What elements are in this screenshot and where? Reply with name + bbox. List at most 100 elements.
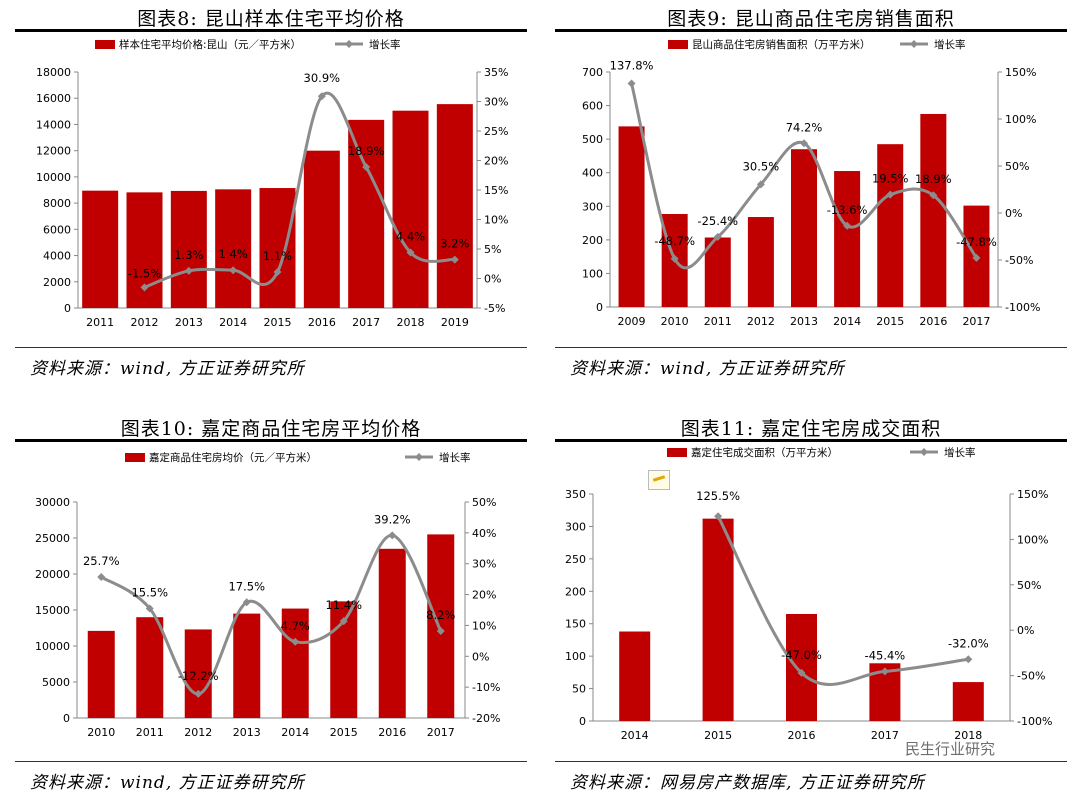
x-tick-label: 2013 [175, 316, 203, 329]
y-tick-label: 10000 [36, 171, 71, 184]
growth-marker [388, 531, 397, 540]
bar [215, 189, 252, 308]
x-tick-label: 2011 [86, 316, 114, 329]
data-label: 1.1% [263, 249, 292, 263]
y2-tick-label: 40% [472, 527, 496, 540]
y-tick-label: 25000 [35, 532, 70, 545]
growth-marker [450, 255, 459, 264]
x-tick-label: 2017 [427, 726, 455, 739]
growth-marker [406, 248, 415, 257]
y-tick-label: 2000 [43, 276, 71, 289]
growth-marker [843, 221, 852, 230]
data-label: 1.3% [174, 248, 203, 262]
y2-tick-label: 0% [1017, 624, 1034, 637]
legend-label: 增长率 [944, 446, 976, 459]
y2-tick-label: 5% [484, 243, 501, 256]
x-tick-label: 2018 [954, 729, 982, 742]
x-tick-label: 2016 [378, 726, 406, 739]
source-rule [15, 761, 527, 762]
legend-label: 增长率 [439, 451, 471, 464]
x-tick-label: 2013 [233, 726, 261, 739]
y-tick-label: 100 [582, 267, 603, 280]
data-label: -13.6% [827, 203, 868, 217]
y2-tick-label: -100% [1017, 715, 1052, 728]
data-label: -1.5% [128, 266, 161, 280]
source-rule [15, 347, 527, 348]
growth-marker [140, 283, 149, 292]
chart-title: 图表11: 嘉定住宅房成交面积 [680, 418, 942, 440]
bar [233, 613, 261, 718]
y-tick-label: 600 [582, 100, 603, 113]
x-tick-label: 2017 [352, 316, 380, 329]
data-label: -32.0% [948, 636, 989, 650]
legend-label: 嘉定住宅成交面积（万平方米） [691, 446, 838, 459]
growth-marker [184, 266, 193, 275]
legend-marker [345, 40, 353, 48]
bar [303, 150, 340, 308]
y2-tick-label: 35% [484, 66, 508, 79]
bar [920, 113, 947, 307]
y2-tick-label: -50% [1005, 254, 1033, 267]
legend-label: 增长率 [369, 38, 401, 51]
data-label: -45.4% [865, 648, 906, 662]
y2-tick-label: 30% [472, 558, 496, 571]
growth-marker [670, 254, 679, 263]
y2-tick-label: -100% [1005, 301, 1040, 314]
data-label: 30.5% [743, 159, 780, 173]
chart-title: 图表8: 昆山样本住宅平均价格 [137, 8, 405, 30]
bar [786, 613, 817, 721]
x-tick-label: 2015 [330, 726, 358, 739]
x-tick-label: 2018 [397, 316, 425, 329]
bar [170, 190, 207, 308]
y2-tick-label: 10% [472, 619, 496, 632]
data-label: 4.7% [281, 619, 310, 633]
x-tick-label: 2013 [790, 315, 818, 328]
bar [184, 629, 212, 718]
y-tick-label: 0 [64, 302, 71, 315]
y2-tick-label: 15% [484, 184, 508, 197]
x-tick-label: 2014 [621, 729, 649, 742]
legend-label: 昆山商品住宅房销售面积（万平方米） [692, 38, 871, 51]
clipboard-icon [648, 470, 670, 490]
chart-kunshan-price: 样本住宅平均价格:昆山（元／平方米） 增长率 0 2000 4000 6000 8000 10… [36, 38, 508, 329]
y2-tick-label: 100% [1005, 113, 1036, 126]
y-tick-label: 50 [572, 683, 586, 696]
source-rule [555, 761, 1067, 762]
data-label: 39.2% [374, 512, 411, 526]
legend-marker [415, 453, 423, 461]
source-note: 资料来源：wind, 方正证券研究所 [570, 359, 845, 379]
x-tick-label: 2016 [919, 315, 947, 328]
data-label: 15.5% [131, 585, 168, 599]
data-label: 137.8% [610, 58, 654, 72]
title-rule [15, 439, 527, 442]
bar [82, 190, 119, 308]
growth-marker [273, 268, 282, 277]
bar [436, 104, 473, 308]
y2-tick-label: 0% [1005, 207, 1022, 220]
source-rule [555, 347, 1067, 348]
bar [877, 144, 904, 307]
y2-tick-label: 150% [1017, 488, 1048, 501]
bar [791, 149, 817, 307]
y-tick-label: 200 [565, 585, 586, 598]
growth-marker [194, 689, 203, 698]
growth-marker [145, 604, 154, 613]
growth-line [143, 91, 456, 289]
legend-swatch-bar [668, 40, 688, 49]
y-tick-label: 150 [565, 618, 586, 631]
y-tick-label: 5000 [42, 676, 70, 689]
y-tick-label: 16000 [36, 92, 71, 105]
data-label: 17.5% [228, 579, 265, 593]
growth-marker [291, 637, 300, 646]
bar [87, 630, 115, 718]
bar [747, 217, 774, 307]
y-tick-label: 10000 [35, 640, 70, 653]
data-label: 4.4% [396, 230, 425, 244]
growth-marker [362, 162, 371, 171]
legend-swatch-bar [667, 448, 687, 457]
x-tick-label: 2009 [618, 315, 646, 328]
bar [378, 548, 406, 718]
bar [427, 534, 455, 718]
x-tick-label: 2010 [87, 726, 115, 739]
growth-marker [436, 626, 445, 635]
